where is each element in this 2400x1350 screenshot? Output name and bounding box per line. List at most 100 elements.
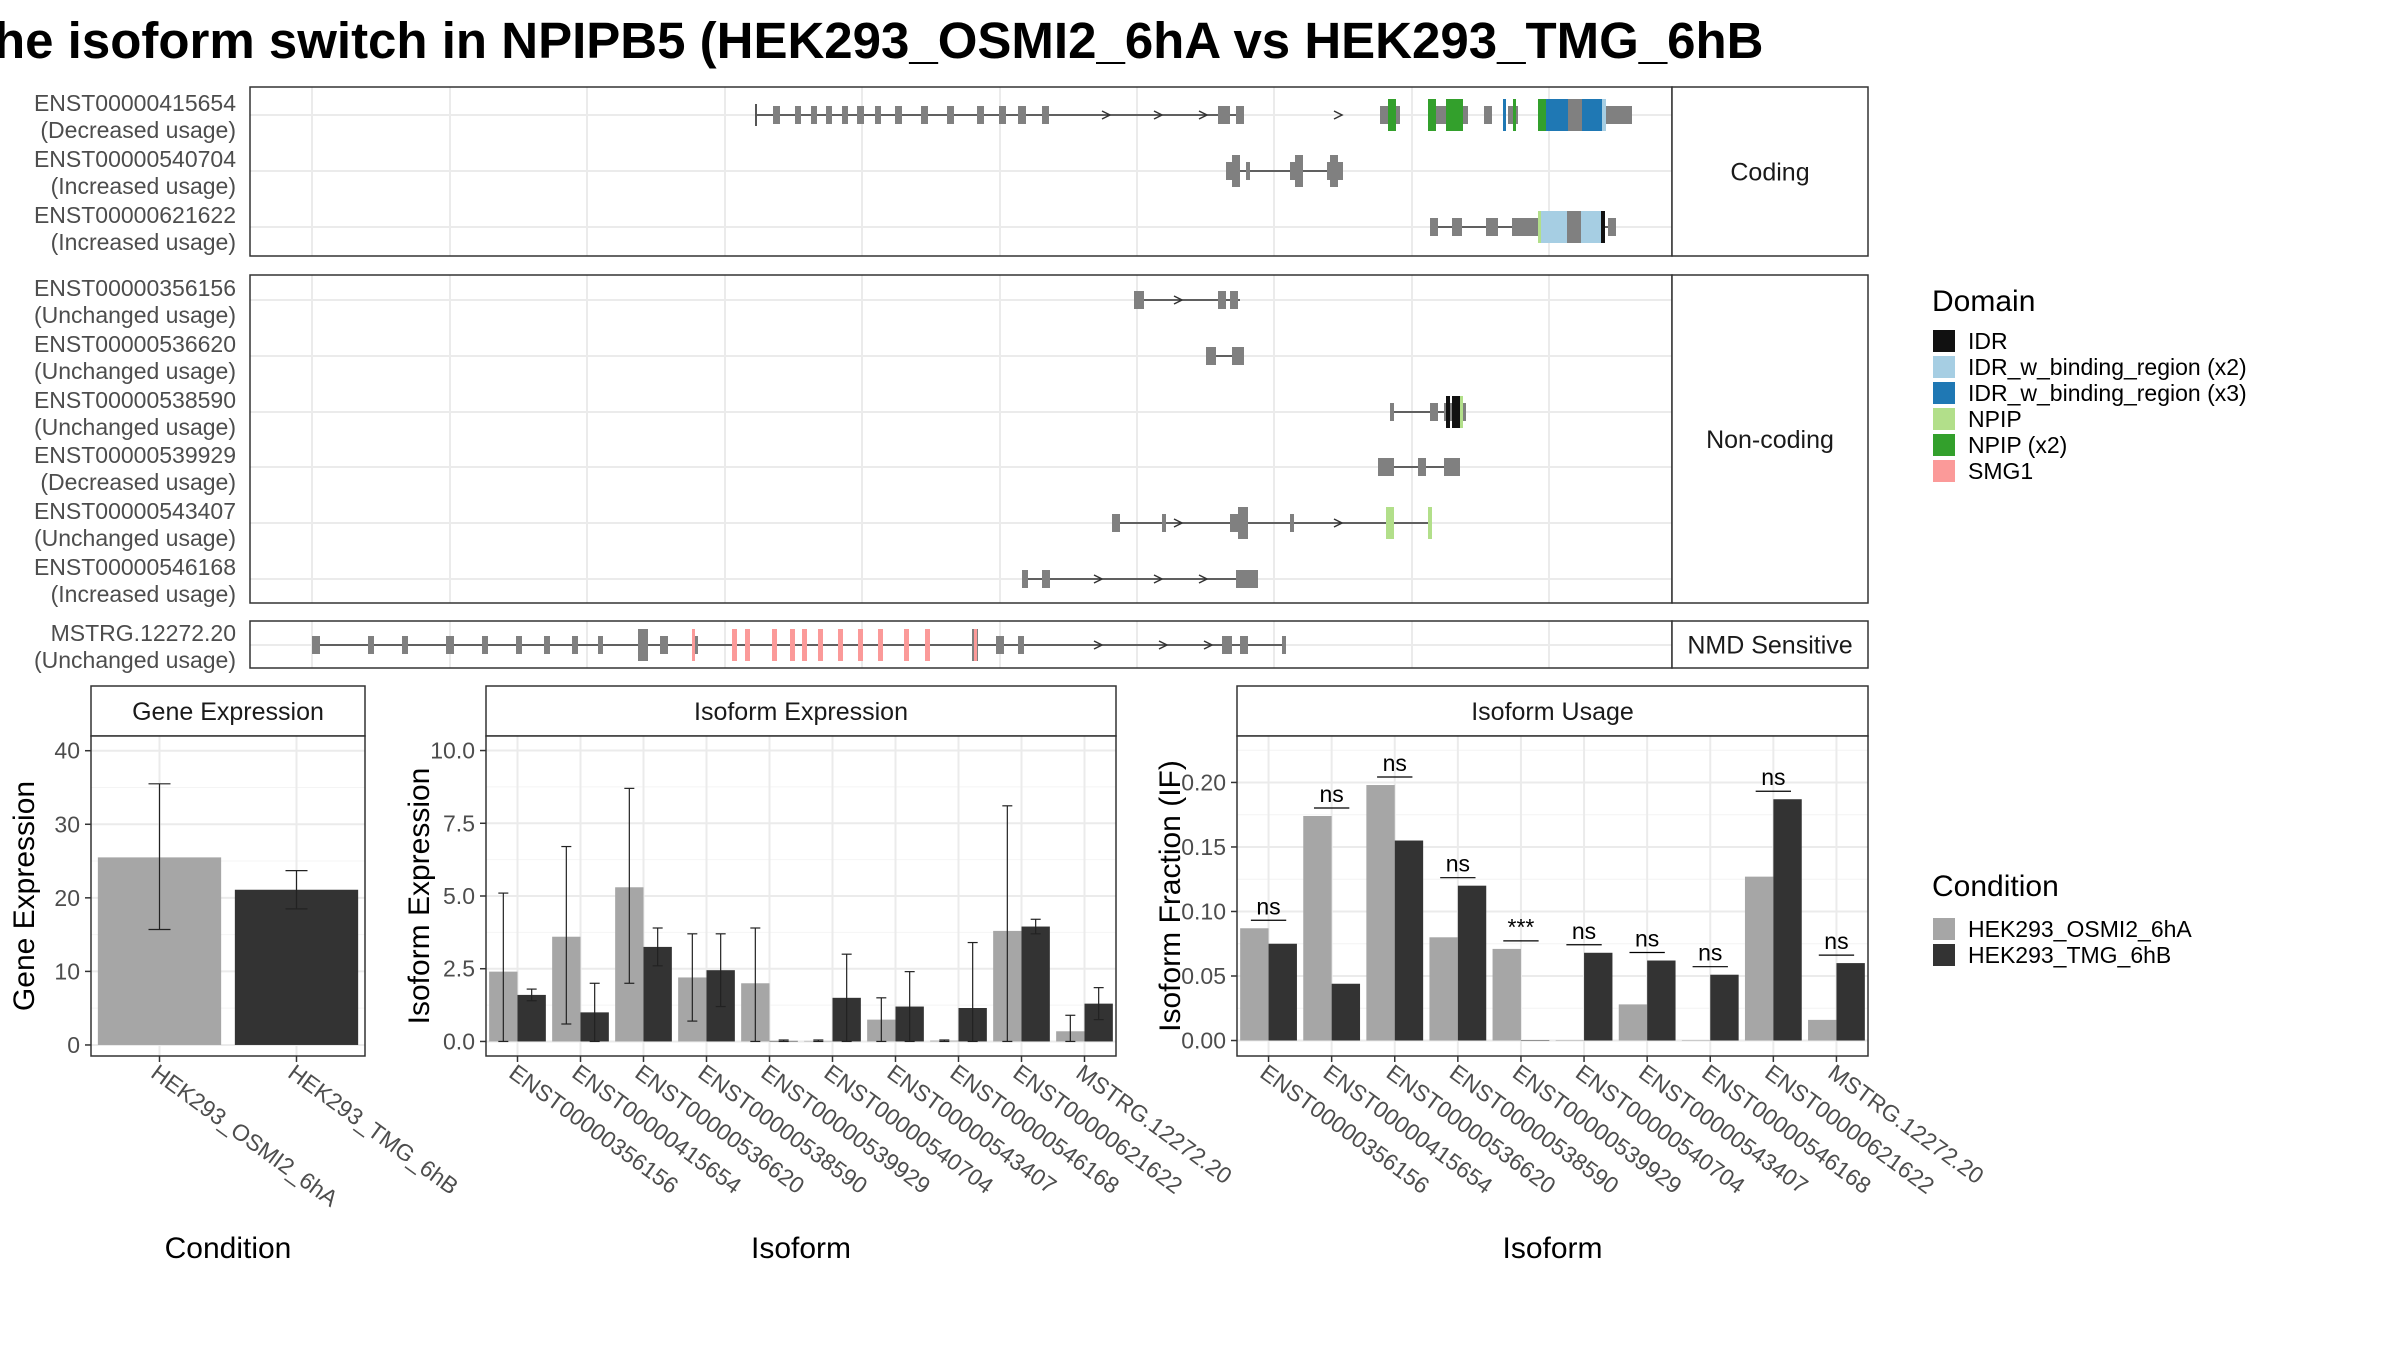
y-tick-label: 0.00	[1181, 1028, 1226, 1054]
coding-exon	[1295, 155, 1303, 187]
x-axis-title: Condition	[165, 1232, 292, 1265]
exon	[1430, 218, 1438, 236]
exon	[826, 106, 832, 124]
exon	[1042, 570, 1050, 588]
exon	[999, 106, 1006, 124]
domain-block	[1428, 507, 1432, 539]
strand-arrow	[1333, 110, 1344, 120]
transcript-id-label: ENST00000356156	[34, 275, 236, 301]
domain-block	[878, 629, 883, 661]
bar	[1331, 983, 1361, 1041]
transcript-id-label: ENST00000538590	[34, 387, 236, 413]
exon	[1390, 403, 1394, 421]
transcript-model	[755, 99, 1632, 131]
exon	[1290, 514, 1294, 532]
legend-title-condition: Condition	[1932, 870, 2059, 903]
domain-block	[1601, 211, 1605, 243]
exon	[1226, 162, 1234, 180]
exon	[773, 106, 780, 124]
bar	[234, 889, 359, 1045]
legend-label-domain: IDR_w_binding_region (x2)	[1968, 354, 2247, 380]
coding-exon	[1232, 155, 1240, 187]
domain-block	[904, 629, 909, 661]
transcript-model	[1206, 347, 1244, 365]
exon	[1282, 636, 1286, 654]
transcript-usage-label: (Increased usage)	[51, 229, 236, 255]
panel-strip	[1671, 86, 1869, 257]
exon	[1378, 458, 1394, 476]
domain-block	[745, 629, 750, 661]
transcript-usage-label: (Unchanged usage)	[34, 302, 236, 328]
significance-label: ***	[1508, 914, 1535, 940]
significance-label: ns	[1698, 940, 1722, 966]
significance-label: ns	[1383, 750, 1407, 776]
transcript-model	[1390, 396, 1466, 428]
structure-panel: Coding ENST00000415654(Decreased usage) EN…	[34, 86, 1869, 257]
exon	[1452, 218, 1462, 236]
legend-label-condition: HEK293_OSMI2_6hA	[1968, 916, 2192, 942]
strand-arrow	[1198, 574, 1209, 584]
transcript-id-label: ENST00000546168	[34, 554, 236, 580]
domain-block	[1446, 396, 1450, 428]
bar	[1429, 937, 1458, 1041]
exon	[1230, 291, 1238, 309]
exon	[1018, 106, 1026, 124]
bar	[1240, 928, 1269, 1041]
exon	[312, 636, 320, 654]
y-axis-title: Isoform Fraction (IF)	[1154, 760, 1187, 1032]
exon	[1042, 106, 1049, 124]
exon	[446, 636, 454, 654]
domain-block	[1582, 99, 1602, 131]
bar	[1394, 840, 1424, 1041]
bar	[1710, 974, 1739, 1041]
exon	[1240, 636, 1248, 654]
significance-label: ns	[1446, 851, 1470, 877]
transcript-id-label: ENST00000621622	[34, 202, 236, 228]
y-tick-label: 40	[54, 738, 80, 764]
domain-block	[858, 629, 863, 661]
domain-block	[802, 629, 807, 661]
strand-arrow	[1101, 110, 1112, 120]
exon	[755, 104, 757, 126]
transcript-model	[1022, 570, 1258, 588]
panel-title: Isoform Usage	[1471, 698, 1634, 726]
x-axis-title: Isoform	[1502, 1232, 1602, 1265]
significance-label: ns	[1824, 928, 1848, 954]
exon	[1162, 514, 1166, 532]
exon	[1246, 162, 1250, 180]
legend-label-domain: SMG1	[1968, 458, 2033, 484]
significance-label: ns	[1572, 918, 1596, 944]
exon	[1484, 106, 1492, 124]
panel-strip	[90, 685, 366, 737]
domain-block	[1546, 99, 1572, 131]
bar	[1303, 816, 1332, 1041]
significance-label: ns	[1761, 764, 1785, 790]
panel-title: Gene Expression	[132, 698, 324, 726]
y-tick-label: 0.0	[443, 1028, 475, 1054]
transcript-id-label: ENST00000415654	[34, 90, 236, 116]
exon	[875, 106, 881, 124]
significance-label: ns	[1256, 893, 1280, 919]
y-axis-title: Gene Expression	[8, 781, 41, 1011]
domain-block	[790, 629, 795, 661]
exon	[598, 636, 603, 654]
transcript-model	[1226, 155, 1343, 187]
exon	[1206, 347, 1216, 365]
coding-exon	[1567, 211, 1581, 243]
strip-label: NMD Sensitive	[1687, 632, 1852, 660]
panel-strip	[1671, 620, 1869, 669]
figure-title: he isoform switch in NPIPB5 (HEK293_OSMI…	[0, 12, 1764, 69]
significance-label: ns	[1320, 781, 1344, 807]
bar	[1520, 1040, 1550, 1042]
legend-key-domain	[1933, 382, 1955, 404]
exon	[1608, 218, 1616, 236]
panel-title: Isoform Expression	[694, 698, 908, 726]
exon	[895, 106, 902, 124]
isoform-expression-panel: Isoform Expression0.02.55.07.510.0ENST00…	[403, 685, 1237, 1265]
transcript-model	[1112, 507, 1432, 539]
domain-block	[1541, 211, 1567, 243]
exon	[996, 636, 1004, 654]
bar	[1773, 799, 1802, 1041]
strip-label: Coding	[1730, 159, 1809, 187]
